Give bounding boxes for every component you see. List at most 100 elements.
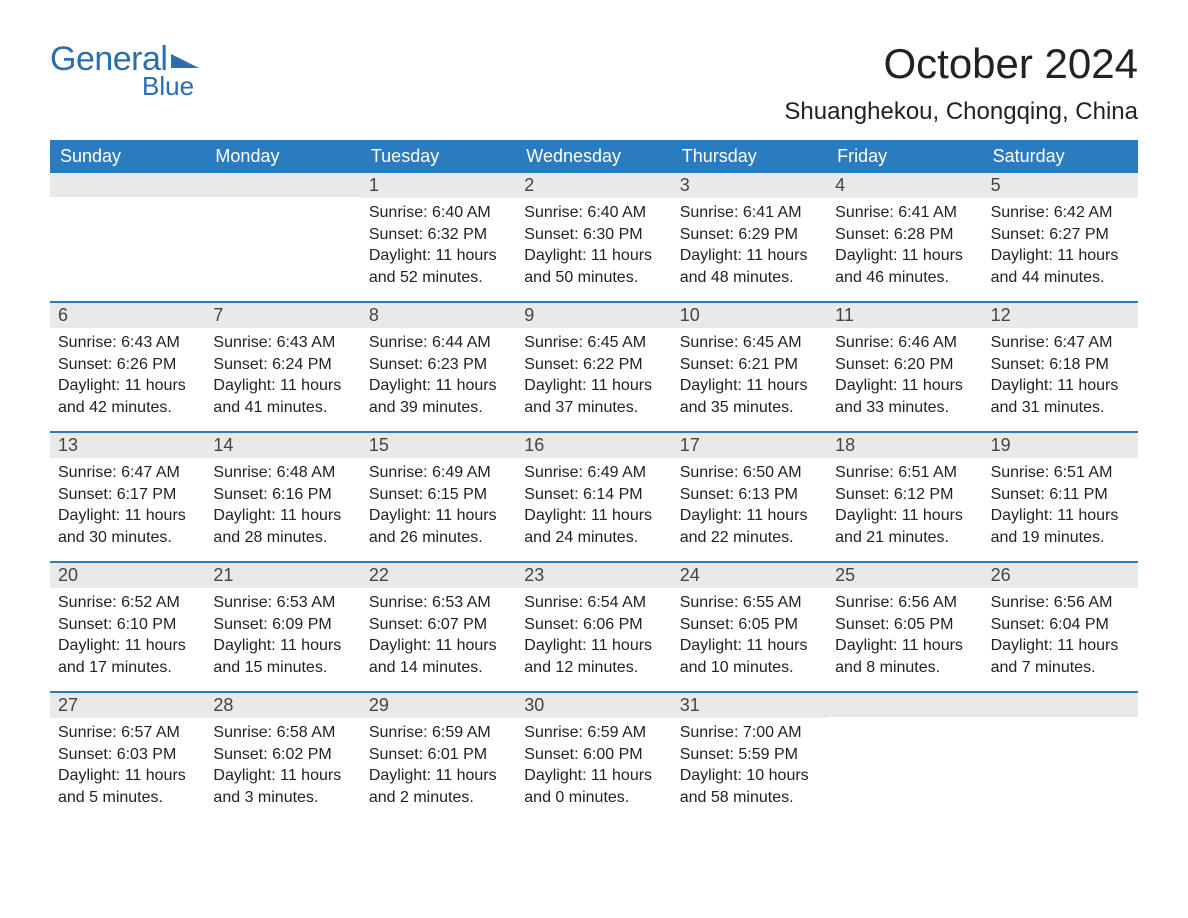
day-body: Sunrise: 6:48 AMSunset: 6:16 PMDaylight:… [205, 458, 360, 558]
day-body: Sunrise: 6:50 AMSunset: 6:13 PMDaylight:… [672, 458, 827, 558]
day-number: 13 [50, 433, 205, 458]
day-cell: 13Sunrise: 6:47 AMSunset: 6:17 PMDayligh… [50, 433, 205, 561]
sunrise-text: Sunrise: 6:43 AM [58, 332, 197, 354]
daylight-text: Daylight: 11 hours and 26 minutes. [369, 505, 508, 548]
daylight-text: Daylight: 11 hours and 10 minutes. [680, 635, 819, 678]
sunset-text: Sunset: 6:32 PM [369, 224, 508, 246]
sunset-text: Sunset: 6:17 PM [58, 484, 197, 506]
day-cell: 4Sunrise: 6:41 AMSunset: 6:28 PMDaylight… [827, 173, 982, 301]
daylight-text: Daylight: 11 hours and 19 minutes. [991, 505, 1130, 548]
day-cell: 10Sunrise: 6:45 AMSunset: 6:21 PMDayligh… [672, 303, 827, 431]
daylight-text: Daylight: 11 hours and 17 minutes. [58, 635, 197, 678]
week-row: 13 Sunrise: 6:47 AMSunset: 6:17 PM Dayligh… [50, 431, 1138, 561]
daylight-text: Daylight: 11 hours and 48 minutes. [680, 245, 819, 288]
sunset-text: Sunset: 6:27 PM [991, 224, 1130, 246]
day-body: Sunrise: 6:52 AMSunset: 6:10 PMDaylight:… [50, 588, 205, 688]
day-body [205, 197, 360, 211]
logo-triangle-icon [171, 54, 199, 68]
day-body [983, 717, 1138, 731]
day-cell [827, 693, 982, 821]
sunrise-text: Sunrise: 6:41 AM [680, 202, 819, 224]
day-cell: 7Sunrise: 6:43 AMSunset: 6:24 PMDaylight… [205, 303, 360, 431]
sunset-text: Sunset: 6:22 PM [524, 354, 663, 376]
day-body [827, 717, 982, 731]
daylight-text: Daylight: 11 hours and 12 minutes. [524, 635, 663, 678]
daylight-text: Daylight: 11 hours and 0 minutes. [524, 765, 663, 808]
sunrise-text: Sunrise: 6:49 AM [524, 462, 663, 484]
daylight-text: Daylight: 11 hours and 42 minutes. [58, 375, 197, 418]
weekday-friday: Friday [827, 140, 982, 173]
day-body: Sunrise: 6:43 AMSunset: 6:24 PMDaylight:… [205, 328, 360, 428]
sunrise-text: Sunrise: 6:47 AM [58, 462, 197, 484]
sunset-text: Sunset: 6:03 PM [58, 744, 197, 766]
day-cell: 25Sunrise: 6:56 AMSunset: 6:05 PMDayligh… [827, 563, 982, 691]
daylight-text: Daylight: 11 hours and 2 minutes. [369, 765, 508, 808]
sunrise-text: Sunrise: 6:40 AM [524, 202, 663, 224]
sunrise-text: Sunrise: 6:47 AM [991, 332, 1130, 354]
daylight-text: Daylight: 11 hours and 7 minutes. [991, 635, 1130, 678]
sunset-text: Sunset: 6:06 PM [524, 614, 663, 636]
sunset-text: Sunset: 6:24 PM [213, 354, 352, 376]
day-cell: 17Sunrise: 6:50 AMSunset: 6:13 PMDayligh… [672, 433, 827, 561]
week-row: 6Sunrise: 6:43 AMSunset: 6:26 PMDaylight… [50, 301, 1138, 431]
sunset-text: Sunset: 6:00 PM [524, 744, 663, 766]
sunset-text: Sunset: 6:07 PM [369, 614, 508, 636]
day-cell: 23Sunrise: 6:54 AMSunset: 6:06 PMDayligh… [516, 563, 671, 691]
day-cell [205, 173, 360, 301]
sunset-text: Sunset: 6:09 PM [213, 614, 352, 636]
day-number: 26 [983, 563, 1138, 588]
day-number: 19 [983, 433, 1138, 458]
day-cell [50, 173, 205, 301]
daylight-text: Daylight: 11 hours and 21 minutes. [835, 505, 974, 548]
day-body: Sunrise: 6:40 AMSunset: 6:32 PMDaylight:… [361, 198, 516, 298]
day-body: Sunrise: 6:59 AMSunset: 6:00 PMDaylight:… [516, 718, 671, 818]
weekday-saturday: Saturday [983, 140, 1138, 173]
sunset-text: Sunset: 6:15 PM [369, 484, 508, 506]
day-number: 18 [827, 433, 982, 458]
sunrise-text: Sunrise: 6:59 AM [369, 722, 508, 744]
sunrise-text: Sunrise: 6:51 AM [991, 462, 1130, 484]
day-cell: 11Sunrise: 6:46 AMSunset: 6:20 PMDayligh… [827, 303, 982, 431]
day-number: 23 [516, 563, 671, 588]
calendar: Sunday Monday Tuesday Wednesday Thursday… [50, 140, 1138, 821]
daylight-text: Daylight: 11 hours and 46 minutes. [835, 245, 974, 288]
logo-word-blue: Blue [142, 71, 194, 102]
day-number: 2 [516, 173, 671, 198]
day-cell: 5Sunrise: 6:42 AMSunset: 6:27 PMDaylight… [983, 173, 1138, 301]
daylight-text: Daylight: 11 hours and 31 minutes. [991, 375, 1130, 418]
sunrise-text: Sunrise: 6:56 AM [835, 592, 974, 614]
day-number: 1 [361, 173, 516, 198]
sunrise-text: Sunrise: 6:53 AM [369, 592, 508, 614]
day-cell: 21Sunrise: 6:53 AMSunset: 6:09 PMDayligh… [205, 563, 360, 691]
day-body: Sunrise: 6:58 AMSunset: 6:02 PMDaylight:… [205, 718, 360, 818]
day-body: Sunrise: 6:43 AMSunset: 6:26 PMDaylight:… [50, 328, 205, 428]
day-body [50, 197, 205, 211]
day-number [50, 173, 205, 197]
sunrise-text: Sunrise: 6:40 AM [369, 202, 508, 224]
weekday-header-row: Sunday Monday Tuesday Wednesday Thursday… [50, 140, 1138, 173]
sunrise-text: Sunrise: 6:45 AM [680, 332, 819, 354]
sunrise-text: Sunrise: 6:59 AM [524, 722, 663, 744]
weekday-wednesday: Wednesday [516, 140, 671, 173]
daylight-text: Daylight: 11 hours and 22 minutes. [680, 505, 819, 548]
day-body: Sunrise: 6:56 AMSunset: 6:05 PMDaylight:… [827, 588, 982, 688]
week-row: 20Sunrise: 6:52 AMSunset: 6:10 PMDayligh… [50, 561, 1138, 691]
day-number: 12 [983, 303, 1138, 328]
sunset-text: Sunset: 5:59 PM [680, 744, 819, 766]
sunset-text: Sunset: 6:12 PM [835, 484, 974, 506]
month-title: October 2024 [784, 40, 1138, 88]
sunset-text: Sunset: 6:05 PM [680, 614, 819, 636]
sunset-text: Sunset: 6:21 PM [680, 354, 819, 376]
sunset-text: Sunset: 6:05 PM [835, 614, 974, 636]
day-number: 24 [672, 563, 827, 588]
day-cell: 20Sunrise: 6:52 AMSunset: 6:10 PMDayligh… [50, 563, 205, 691]
sunset-text: Sunset: 6:01 PM [369, 744, 508, 766]
daylight-text: Daylight: 11 hours and 52 minutes. [369, 245, 508, 288]
day-cell: 28Sunrise: 6:58 AMSunset: 6:02 PMDayligh… [205, 693, 360, 821]
day-number: 8 [361, 303, 516, 328]
weeks-container: 1Sunrise: 6:40 AMSunset: 6:32 PMDaylight… [50, 173, 1138, 821]
day-body: Sunrise: 6:45 AMSunset: 6:22 PMDaylight:… [516, 328, 671, 428]
day-cell: 26Sunrise: 6:56 AMSunset: 6:04 PMDayligh… [983, 563, 1138, 691]
sunrise-text: Sunrise: 6:41 AM [835, 202, 974, 224]
day-number [827, 693, 982, 717]
